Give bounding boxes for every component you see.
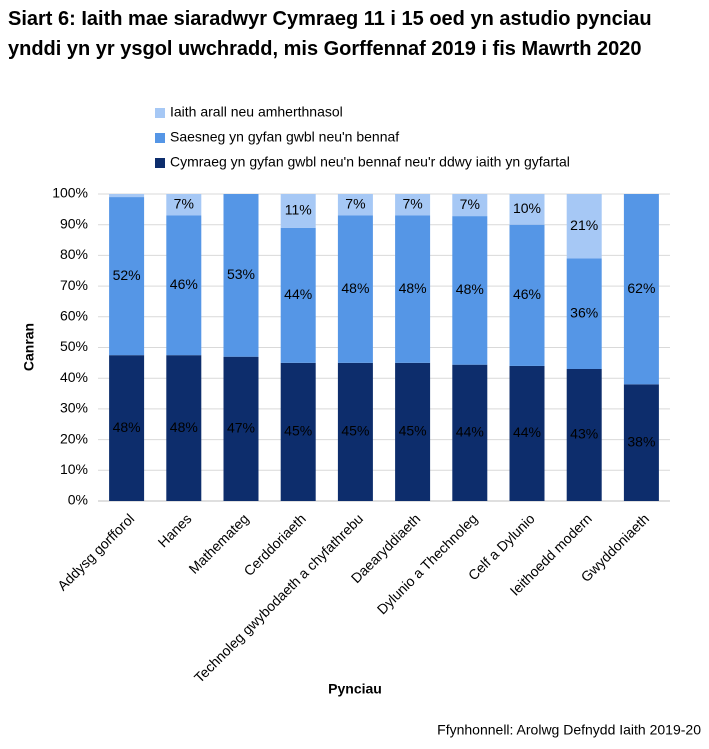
- data-label: 48%: [399, 280, 427, 296]
- y-tick-label: 0%: [68, 492, 88, 508]
- data-label: 10%: [513, 200, 541, 216]
- data-label: 7%: [345, 195, 365, 211]
- bar-segment: [395, 194, 431, 216]
- bar-segment: [566, 194, 602, 259]
- y-tick-label: 60%: [60, 308, 88, 324]
- bar-segment: [166, 194, 202, 216]
- x-tick-label: Addysg gorfforol: [54, 510, 137, 593]
- bar-segment: [109, 197, 145, 356]
- bar-segment: [623, 384, 659, 501]
- bar-segment: [166, 355, 202, 501]
- data-label: 53%: [227, 266, 255, 282]
- data-label: 7%: [174, 195, 194, 211]
- data-label: 11%: [285, 202, 312, 218]
- data-label: 44%: [284, 286, 312, 302]
- y-tick-label: 40%: [60, 369, 88, 385]
- data-label: 48%: [170, 419, 198, 435]
- bar-segment: [509, 224, 545, 366]
- bar-segment: [566, 368, 602, 501]
- legend-label: Iaith arall neu amherthnasol: [170, 104, 343, 120]
- y-axis-title: Canran: [21, 323, 37, 371]
- bar-segment: [109, 355, 145, 501]
- bar-segment: [566, 258, 602, 369]
- bar-segment: [395, 362, 431, 501]
- bar-segment: [509, 365, 545, 501]
- data-label: 48%: [456, 281, 484, 297]
- y-tick-label: 50%: [60, 338, 88, 354]
- bar-segment: [509, 194, 545, 225]
- data-label: 45%: [341, 423, 369, 439]
- bar-segment: [452, 194, 488, 217]
- bar-segment: [109, 194, 145, 198]
- bar-segment: [223, 356, 259, 501]
- source-note: Ffynhonnell: Arolwg Defnydd Iaith 2019-2…: [437, 722, 701, 738]
- data-label: 48%: [113, 419, 141, 435]
- bar-segment: [337, 362, 373, 501]
- bar-segment: [280, 227, 316, 363]
- data-label: 21%: [570, 217, 598, 233]
- data-label: 45%: [399, 423, 427, 439]
- legend-swatch: [155, 108, 165, 118]
- x-axis-title: Pynciau: [328, 681, 382, 697]
- bar-segment: [223, 194, 259, 357]
- data-label: 7%: [402, 195, 422, 211]
- legend-label: Saesneg yn gyfan gwbl neu'n bennaf: [170, 129, 399, 145]
- y-tick-label: 100%: [52, 185, 88, 201]
- bar-segment: [280, 194, 316, 228]
- bar-segment: [452, 364, 488, 501]
- x-tick-label: Dylunio a Thechnoleg: [374, 510, 481, 617]
- legend-swatch: [155, 158, 165, 168]
- y-tick-label: 10%: [60, 461, 88, 477]
- data-label: 48%: [341, 280, 369, 296]
- data-label: 45%: [284, 423, 312, 439]
- data-label: 7%: [460, 196, 480, 212]
- bar-segment: [166, 215, 202, 356]
- data-label: 36%: [570, 304, 598, 320]
- data-label: 44%: [513, 424, 541, 440]
- y-tick-label: 90%: [60, 215, 88, 231]
- data-label: 43%: [570, 426, 598, 442]
- chart-title: Siart 6: Iaith mae siaradwyr Cymraeg 11 …: [8, 8, 652, 60]
- data-label: 46%: [513, 286, 541, 302]
- data-label: 62%: [627, 280, 655, 296]
- bar-segment: [337, 194, 373, 216]
- y-tick-label: 20%: [60, 430, 88, 446]
- y-tick-label: 80%: [60, 246, 88, 262]
- data-label: 52%: [113, 267, 141, 283]
- data-label: 38%: [627, 433, 655, 449]
- bar-segment: [452, 216, 488, 365]
- bar-segment: [623, 194, 659, 385]
- legend-label: Cymraeg yn gyfan gwbl neu'n bennaf neu'r…: [170, 154, 570, 170]
- legend-swatch: [155, 133, 165, 143]
- data-label: 46%: [170, 276, 198, 292]
- y-tick-label: 70%: [60, 277, 88, 293]
- data-label: 44%: [456, 424, 484, 440]
- bar-segment: [337, 215, 373, 363]
- y-tick-label: 30%: [60, 400, 88, 416]
- bar-segment: [395, 215, 431, 363]
- x-tick-label: Hanes: [155, 510, 195, 550]
- data-label: 47%: [227, 420, 255, 436]
- bar-segment: [280, 362, 316, 501]
